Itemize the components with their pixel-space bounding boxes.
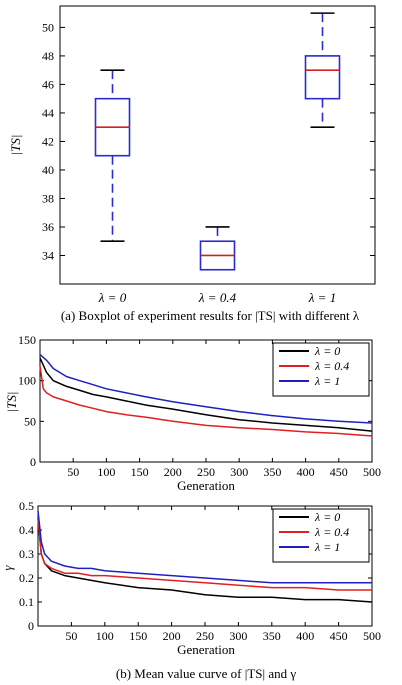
gamma-x-tick-label: 400 <box>296 629 314 643</box>
gamma-y-tick-label: 0 <box>28 619 34 633</box>
ts-y-tick-label: 150 <box>18 333 36 347</box>
ts-y-tick-label: 0 <box>30 455 36 469</box>
ts-x-tick-label: 100 <box>97 465 115 479</box>
boxplot-category-label: λ = 0.4 <box>198 290 237 305</box>
gamma-y-tick-label: 0.3 <box>19 547 34 561</box>
gamma-y-tick-label: 0.5 <box>19 499 34 513</box>
boxplot-y-tick-label: 42 <box>42 134 54 148</box>
gamma-x-tick-label: 450 <box>330 629 348 643</box>
gamma-x-tick-label: 50 <box>65 629 77 643</box>
gamma-legend-label: λ = 0 <box>314 510 340 524</box>
ts-x-tick-label: 150 <box>131 465 149 479</box>
boxplot-y-axis-label: |TS| <box>8 135 23 156</box>
gamma-x-tick-label: 300 <box>229 629 247 643</box>
gamma-x-tick-label: 250 <box>196 629 214 643</box>
gamma-y-axis-label: γ <box>0 565 15 571</box>
ts-curve-panel: 50 100 150 200 250 300 350 400 450 500 0 50 100 150 λ… <box>4 333 381 493</box>
boxplot-category-label: λ = 1 <box>308 290 336 305</box>
gamma-y-tick-label: 0.1 <box>19 595 34 609</box>
gamma-x-tick-label: 500 <box>363 629 381 643</box>
ts-series-line-1 <box>39 365 373 437</box>
ts-series-line-2 <box>39 354 373 424</box>
ts-x-tick-label: 350 <box>263 465 281 479</box>
ts-y-tick-label: 50 <box>24 414 36 428</box>
boxplot-y-tick-label: 44 <box>42 106 54 120</box>
box-1: λ = 0.4 <box>198 226 237 305</box>
ts-x-tick-label: 300 <box>230 465 248 479</box>
box-0: λ = 0 <box>94 69 131 305</box>
boxplot-panel: 34 36 38 40 42 44 46 48 50 λ = 0 λ = 0.4 λ = 1 |TS… <box>8 5 376 323</box>
ts-x-tick-label: 200 <box>164 465 182 479</box>
ts-legend-label: λ = 0.4 <box>314 359 349 373</box>
boxplot-y-tick-label: 40 <box>42 163 54 177</box>
gamma-legend-label: λ = 1 <box>314 540 340 554</box>
gamma-x-tick-label: 100 <box>96 629 114 643</box>
ts-x-tick-label: 400 <box>297 465 315 479</box>
gamma-legend-label: λ = 0.4 <box>314 525 349 539</box>
gamma-y-tick-label: 0.2 <box>19 571 34 585</box>
boxplot-y-tick-label: 46 <box>42 77 54 91</box>
boxplot-y-tick-label: 36 <box>42 220 54 234</box>
boxplot-y-tick-label: 48 <box>42 49 54 63</box>
gamma-curve-panel: 50 100 150 200 250 300 350 400 450 500 0 0.1 0.2 0.3 0… <box>0 499 381 657</box>
ts-legend-label: λ = 1 <box>314 374 340 388</box>
gamma-x-axis-label: Generation <box>177 642 235 657</box>
gamma-series-line-0 <box>37 517 373 603</box>
gamma-x-tick-label: 350 <box>263 629 281 643</box>
gamma-x-tick-label: 200 <box>163 629 181 643</box>
ts-x-tick-label: 450 <box>330 465 348 479</box>
boxplot-y-tick-label: 38 <box>42 191 54 205</box>
bottom-caption: (b) Mean value curve of |TS| and γ <box>116 666 297 681</box>
ts-x-tick-label: 500 <box>363 465 381 479</box>
gamma-series-line-2 <box>37 510 372 584</box>
box-iqr <box>304 55 341 100</box>
ts-x-tick-label: 250 <box>197 465 215 479</box>
ts-y-axis-label: |TS| <box>4 392 19 413</box>
box-2: λ = 1 <box>304 12 341 305</box>
ts-x-tick-label: 50 <box>67 465 79 479</box>
boxplot-y-tick-label: 50 <box>42 20 54 34</box>
gamma-x-tick-label: 150 <box>129 629 147 643</box>
boxplot-caption: (a) Boxplot of experiment results for |T… <box>61 308 360 323</box>
ts-y-tick-label: 100 <box>18 374 36 388</box>
boxplot-y-tick-label: 34 <box>42 248 54 262</box>
boxplot-plot-area <box>59 5 376 285</box>
ts-series-line-0 <box>39 357 373 432</box>
gamma-y-tick-label: 0.4 <box>19 523 34 537</box>
boxplot-category-label: λ = 0 <box>98 290 127 305</box>
ts-x-axis-label: Generation <box>177 478 235 493</box>
gamma-series-line-1 <box>37 517 372 591</box>
ts-legend-label: λ = 0 <box>314 344 340 358</box>
